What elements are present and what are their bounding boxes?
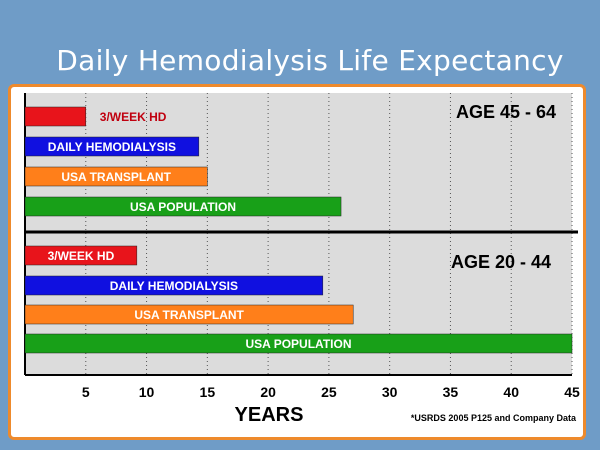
bar — [24, 166, 208, 187]
slide-title: Daily Hemodialysis Life Expectancy — [56, 44, 564, 77]
x-tick-label: 20 — [260, 384, 276, 400]
bar — [24, 106, 87, 127]
bar-label: USA TRANSPLANT — [61, 170, 171, 184]
chart-svg: 3/WEEK HD DAILY HEMODIALYSIS USA TRANSPLAN… — [24, 93, 580, 426]
source-note: *USRDS 2005 P125 and Company Data — [411, 413, 577, 423]
x-tick-label: 45 — [564, 384, 580, 400]
x-tick-label: 35 — [443, 384, 459, 400]
x-tick-label: 10 — [139, 384, 155, 400]
bar-label: DAILY HEMODIALYSIS — [110, 279, 238, 293]
bar-label: 3/WEEK HD — [48, 249, 115, 263]
x-tick-label: 30 — [382, 384, 398, 400]
bar-label: DAILY HEMODIALYSIS — [48, 140, 176, 154]
x-tick-label: 5 — [82, 384, 90, 400]
plot-area — [25, 93, 572, 375]
group-label: AGE 45 - 64 — [456, 102, 556, 122]
bar — [24, 196, 342, 217]
bar — [24, 275, 324, 296]
x-tick-label: 25 — [321, 384, 337, 400]
bar-label: USA TRANSPLANT — [134, 308, 244, 322]
x-tick-label: 40 — [503, 384, 519, 400]
group-label: AGE 20 - 44 — [451, 252, 551, 272]
bar-label: USA POPULATION — [245, 337, 351, 351]
chart-card: 3/WEEK HD DAILY HEMODIALYSIS USA TRANSPLAN… — [8, 84, 586, 440]
bar — [24, 304, 354, 325]
bar-label: 3/WEEK HD — [100, 110, 167, 124]
bar — [24, 333, 573, 354]
bar — [24, 245, 138, 266]
bar-label: USA POPULATION — [130, 200, 236, 214]
x-tick-label: 15 — [200, 384, 216, 400]
bar — [24, 136, 200, 157]
x-axis-title: YEARS — [235, 404, 304, 426]
